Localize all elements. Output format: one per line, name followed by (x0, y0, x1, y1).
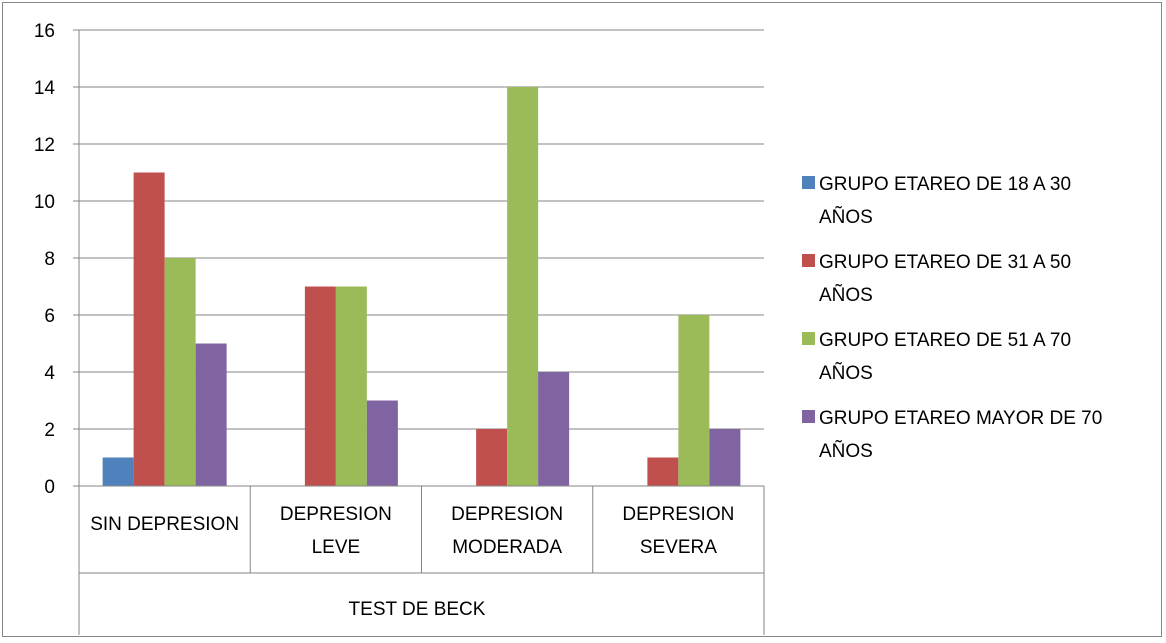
x-tick-label: DEPRESION (280, 504, 392, 525)
legend-swatch (802, 254, 815, 267)
y-tick-label: 0 (44, 477, 55, 498)
legend-label: AÑOS (819, 206, 873, 228)
y-tick-label: 8 (44, 249, 55, 270)
y-tick-label: 6 (44, 306, 55, 327)
y-tick-label: 12 (34, 135, 55, 156)
bar (678, 315, 710, 486)
bar (335, 286, 367, 486)
bar (133, 172, 165, 486)
x-tick-label: SEVERA (640, 537, 717, 558)
bar (476, 429, 508, 486)
legend: GRUPO ETAREO DE 18 A 30 AÑOS GRUPO ETAREO … (802, 174, 1102, 462)
x-tick-label: DEPRESION (622, 504, 734, 525)
y-tick-label: 4 (44, 363, 55, 384)
x-tick-label: LEVE (312, 537, 361, 558)
x-tick-label: SIN DEPRESION (90, 514, 239, 535)
y-tick-label: 2 (44, 420, 55, 441)
bar (195, 343, 227, 486)
legend-label: AÑOS (819, 284, 873, 306)
bar (647, 457, 679, 486)
y-tick-label: 10 (34, 192, 55, 213)
y-tick-label: 14 (34, 78, 56, 99)
bar (102, 457, 134, 486)
x-tick-labels: SIN DEPRESION DEPRESION LEVE DEPRESION MODER… (90, 504, 734, 558)
y-tick-labels: 0 2 4 6 8 10 12 14 16 (34, 21, 56, 498)
legend-label: GRUPO ETAREO DE 31 A 50 (819, 252, 1071, 273)
y-tick-label: 16 (34, 21, 55, 42)
bar (538, 372, 570, 486)
axes (73, 29, 765, 635)
legend-label: AÑOS (819, 440, 873, 462)
bar (507, 87, 539, 486)
bar (366, 400, 398, 486)
legend-label: GRUPO ETAREO DE 51 A 70 (819, 330, 1071, 351)
legend-label: GRUPO ETAREO MAYOR DE 70 (819, 408, 1102, 429)
bar (304, 286, 336, 486)
x-tick-label: MODERADA (452, 537, 562, 558)
bar (709, 429, 741, 486)
legend-swatch (802, 176, 815, 189)
legend-label: GRUPO ETAREO DE 18 A 30 (819, 174, 1071, 195)
x-tick-label: DEPRESION (451, 504, 563, 525)
bar-chart: 0 2 4 6 8 10 12 14 16 SIN DEPRESION DEPRESION LEVE… (34, 21, 1102, 635)
legend-swatch (802, 332, 815, 345)
bars (102, 87, 741, 486)
bar (164, 258, 196, 486)
legend-label: AÑOS (819, 362, 873, 384)
x-axis-title: TEST DE BECK (349, 599, 486, 620)
legend-swatch (802, 410, 815, 423)
